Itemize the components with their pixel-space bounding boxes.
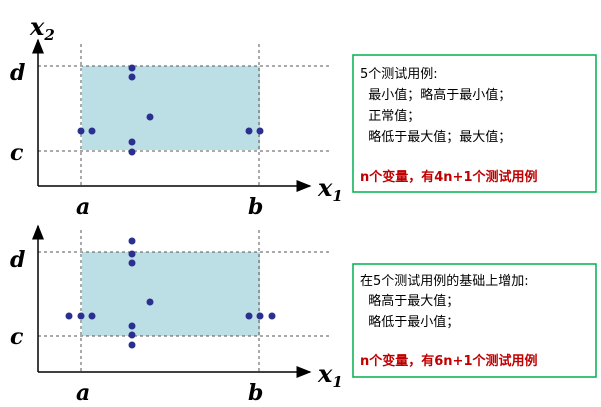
test-point xyxy=(128,237,136,245)
test-point xyxy=(128,73,136,81)
note-line: 5个测试用例: xyxy=(360,67,438,82)
test-point xyxy=(245,127,253,135)
test-point xyxy=(128,148,136,156)
test-point xyxy=(256,312,264,320)
note-line: 在5个测试用例的基础上增加: xyxy=(360,273,529,289)
bottom-x-axis-label: x1 xyxy=(317,359,343,391)
top-valid-region xyxy=(82,66,260,150)
bottom-tick-a: a xyxy=(76,380,90,406)
top-test-points xyxy=(77,64,264,156)
top-tick-c: c xyxy=(10,140,24,166)
top-diagram: x2 x1 d c a b xyxy=(10,12,343,220)
bottom-tick-b: b xyxy=(248,380,263,406)
note-line: 略低于最小值； xyxy=(360,314,459,330)
top-tick-d: d xyxy=(10,60,25,86)
test-point xyxy=(245,312,253,320)
bottom-note-box: 在5个测试用例的基础上增加: 略高于最大值； 略低于最小值； n个变量，有6n+… xyxy=(352,263,597,378)
test-point xyxy=(256,127,264,135)
test-point xyxy=(128,138,136,146)
note-highlight: n个变量，有4n+1个测试用例 xyxy=(360,169,538,185)
top-y-axis-label: x2 xyxy=(29,12,55,44)
test-point xyxy=(128,64,136,72)
top-tick-a: a xyxy=(76,194,90,220)
note-line: 略低于最大值；最大值； xyxy=(360,129,511,145)
bottom-test-points xyxy=(65,237,276,349)
test-point xyxy=(268,312,276,320)
bottom-tick-c: c xyxy=(10,324,24,350)
top-tick-b: b xyxy=(248,194,263,220)
test-point xyxy=(65,312,73,320)
test-point xyxy=(128,331,136,339)
bottom-valid-region xyxy=(82,252,260,336)
top-note-box: 5个测试用例: 最小值；略高于最小值； 正常值； 略低于最大值；最大值； n个变… xyxy=(352,54,597,193)
test-point xyxy=(88,127,96,135)
bottom-tick-d: d xyxy=(10,247,25,273)
bottom-diagram: x1 d c a b xyxy=(10,224,343,406)
test-point xyxy=(146,298,154,306)
test-point xyxy=(146,113,154,121)
test-point xyxy=(128,250,136,258)
test-point xyxy=(88,312,96,320)
note-highlight: n个变量，有6n+1个测试用例 xyxy=(360,353,538,369)
top-x-axis-label: x1 xyxy=(317,173,343,205)
test-point xyxy=(128,322,136,330)
test-point xyxy=(128,341,136,349)
test-point xyxy=(128,259,136,267)
note-line: 正常值； xyxy=(360,108,420,124)
note-line: 略高于最大值； xyxy=(360,293,459,309)
test-point xyxy=(77,127,85,135)
test-point xyxy=(77,312,85,320)
note-line: 最小值；略高于最小值； xyxy=(360,87,511,103)
